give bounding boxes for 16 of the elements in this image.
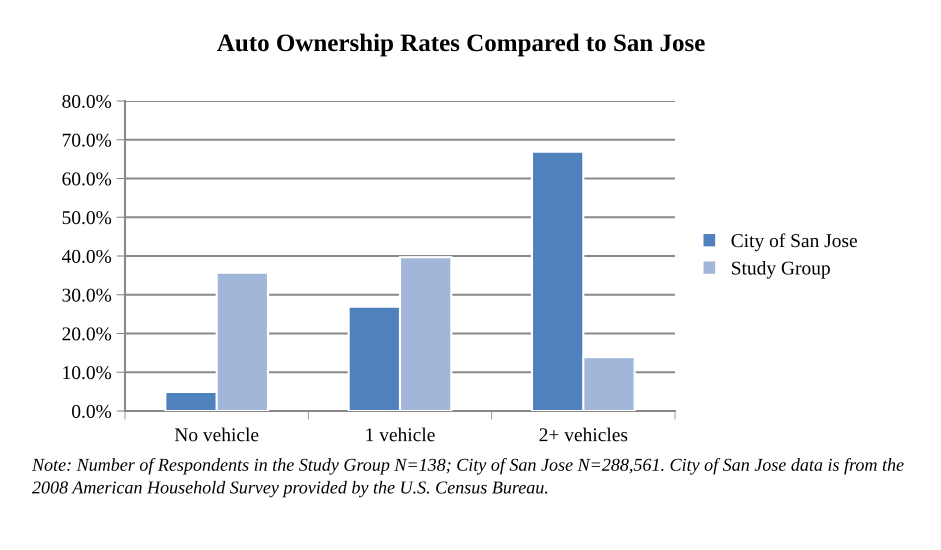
chart-title: Auto Ownership Rates Compared to San Jose	[217, 34, 705, 56]
y-tick-label: 30.0%	[62, 288, 112, 302]
x-tick-label: 1 vehicle	[366, 428, 435, 442]
legend-label: City of San Jose	[732, 233, 857, 252]
y-tick-label: 0.0%	[72, 404, 112, 418]
y-tick-label: 50.0%	[62, 211, 112, 224]
y-tick-label: 10.0%	[63, 366, 112, 380]
x-tick-label: 2+ vehicles	[540, 428, 628, 442]
y-tick-label: 20.0%	[62, 327, 112, 341]
x-tick-label: No vehicle	[174, 428, 258, 442]
y-tick-label: 60.0%	[62, 172, 112, 186]
y-tick-label: 80.0%	[62, 94, 112, 108]
text: Note: Number of Respondents in the Study Group N=138; City of San Jose N=288,561. City of San Jose data is from the 2008 American Household Survey provided by the U.S. Census Bureau.	[32, 458, 904, 498]
y-tick-label: 40.0%	[62, 250, 112, 264]
legend-label: Study Group	[732, 260, 830, 279]
y-tick-label: 70.0%	[62, 134, 112, 147]
